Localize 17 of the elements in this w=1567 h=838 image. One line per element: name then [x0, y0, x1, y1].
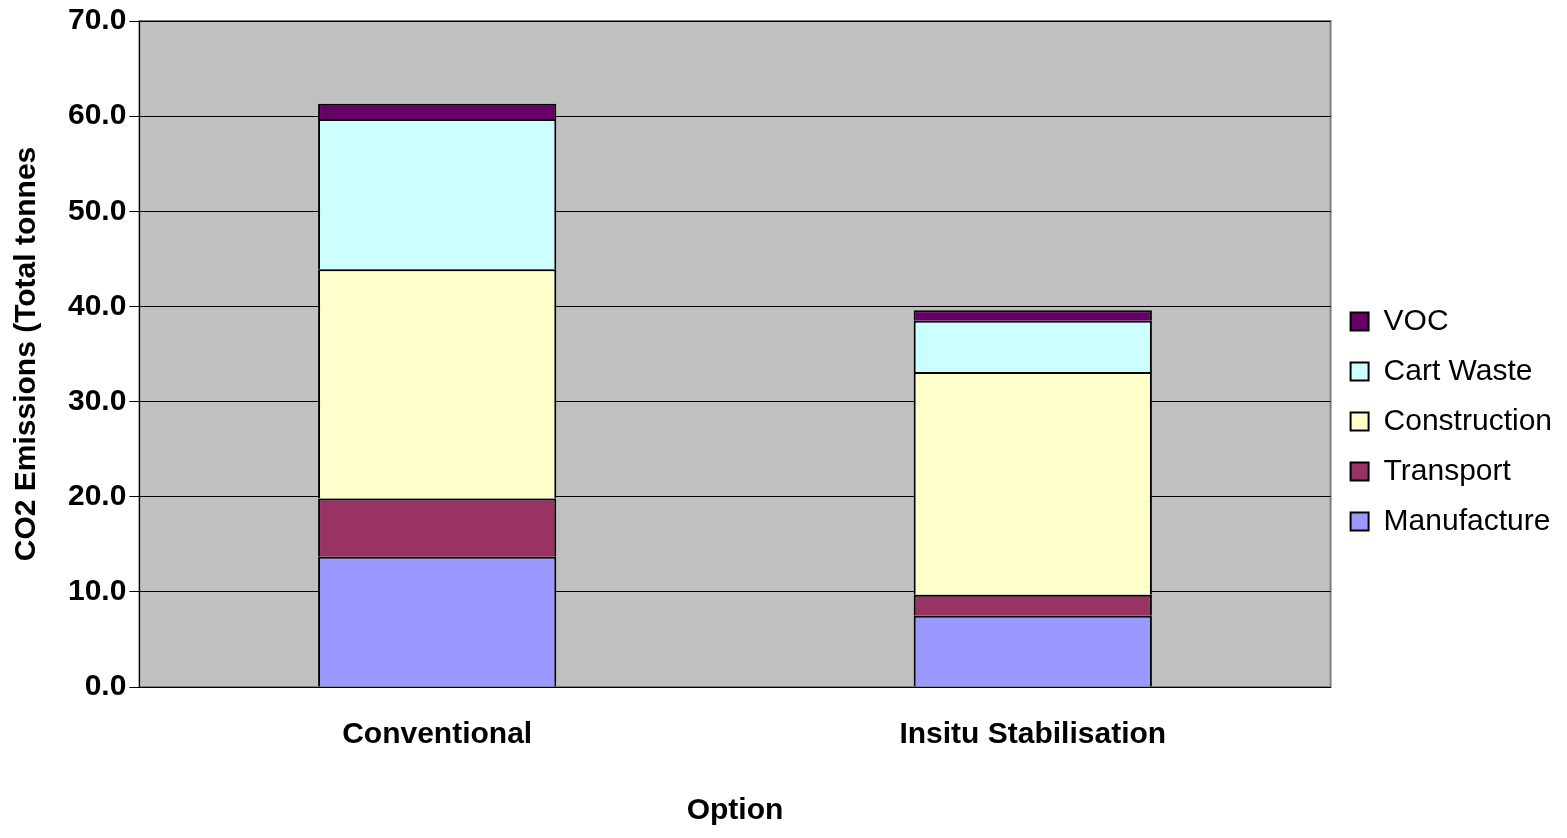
y-tick-label: 30.0	[68, 382, 127, 416]
legend-label: Construction	[1383, 402, 1553, 436]
x-tick-label: Insitu Stabilisation	[899, 716, 1167, 750]
legend-label: VOC	[1383, 302, 1449, 336]
x-axis-title: Option	[686, 792, 784, 826]
legend-label: Manufacture	[1383, 502, 1551, 536]
y-tick-label: 20.0	[68, 477, 127, 511]
legend-label: Cart Waste	[1383, 352, 1533, 386]
y-tick-label: 10.0	[68, 573, 127, 607]
y-tick-label: 40.0	[68, 287, 127, 321]
y-tick-label: 50.0	[68, 192, 127, 226]
y-axis-title: CO2 Emissions (Total tonnes	[8, 146, 42, 562]
x-tick-label: Conventional	[342, 716, 533, 750]
y-tick-label: 0.0	[84, 668, 127, 702]
legend-label: Transport	[1383, 452, 1512, 486]
y-tick-label: 70.0	[68, 2, 127, 36]
y-tick-label: 60.0	[68, 97, 127, 131]
